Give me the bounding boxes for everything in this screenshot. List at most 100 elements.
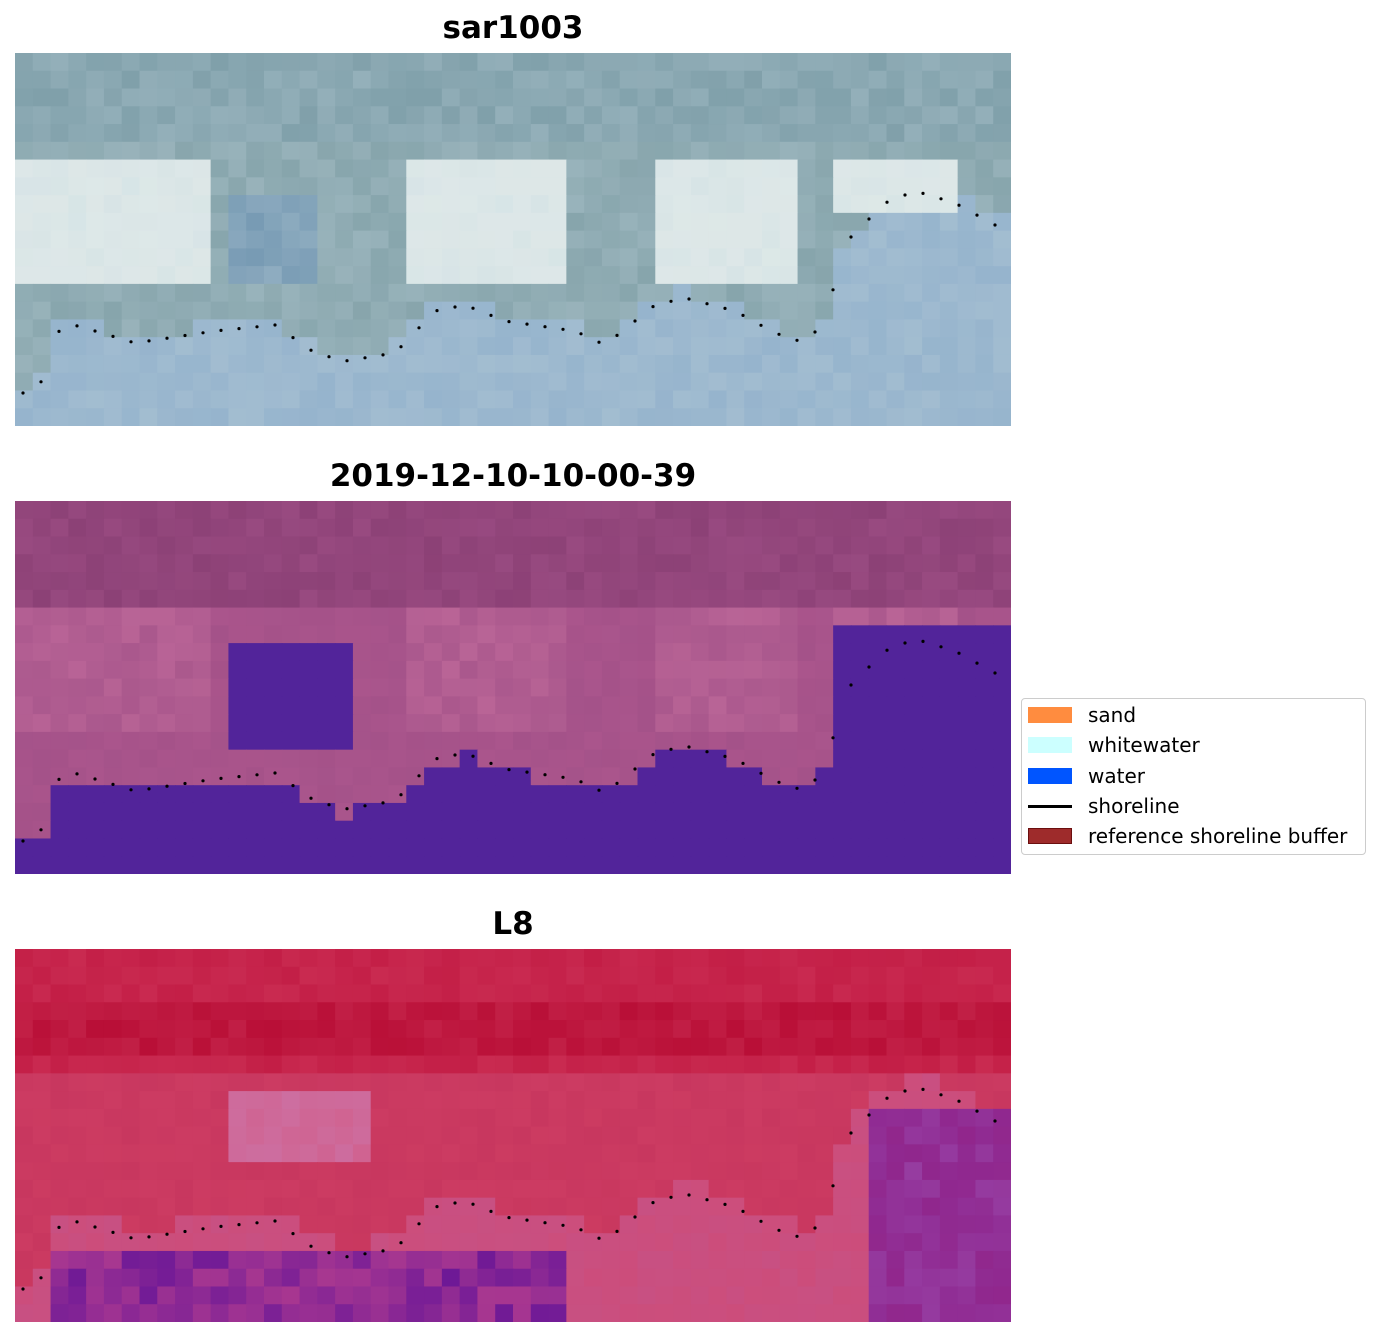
image-pixel bbox=[68, 177, 87, 196]
image-pixel bbox=[601, 230, 621, 249]
image-pixel bbox=[744, 195, 763, 214]
image-pixel bbox=[815, 1126, 834, 1145]
image-pixel bbox=[370, 1233, 390, 1252]
image-pixel bbox=[922, 696, 941, 715]
image-pixel bbox=[513, 607, 532, 626]
image-pixel bbox=[264, 678, 283, 697]
image-pixel bbox=[459, 767, 479, 786]
image-pixel bbox=[459, 212, 479, 232]
image-pixel bbox=[584, 731, 603, 751]
image-pixel bbox=[281, 1162, 301, 1181]
image-pixel bbox=[744, 88, 763, 107]
image-pixel bbox=[441, 1073, 461, 1092]
image-pixel bbox=[424, 643, 443, 662]
image-pixel bbox=[868, 177, 888, 196]
image-pixel bbox=[939, 501, 959, 520]
image-pixel bbox=[50, 607, 69, 626]
image-pixel bbox=[690, 1144, 710, 1163]
image-pixel bbox=[815, 248, 834, 267]
image-pixel bbox=[779, 106, 799, 125]
image-pixel bbox=[708, 984, 728, 1003]
image-pixel bbox=[690, 643, 710, 662]
image-pixel bbox=[228, 554, 247, 573]
image-pixel bbox=[68, 785, 87, 804]
image-pixel bbox=[868, 643, 888, 662]
image-pixel bbox=[708, 1126, 728, 1145]
image-pixel bbox=[939, 1020, 959, 1039]
image-pixel bbox=[139, 589, 158, 609]
image-pixel bbox=[495, 1268, 514, 1288]
image-pixel bbox=[139, 696, 158, 715]
image-pixel bbox=[993, 731, 1011, 751]
image-pixel bbox=[370, 518, 390, 538]
image-pixel bbox=[993, 195, 1011, 214]
image-pixel bbox=[637, 802, 656, 822]
image-pixel bbox=[139, 1020, 158, 1039]
image-pixel bbox=[192, 554, 212, 573]
image-pixel bbox=[993, 337, 1011, 356]
image-pixel bbox=[833, 266, 852, 285]
image-pixel bbox=[352, 70, 372, 90]
image-pixel bbox=[477, 159, 496, 178]
image-pixel bbox=[264, 1162, 283, 1181]
image-pixel bbox=[779, 731, 799, 751]
image-pixel bbox=[744, 625, 763, 644]
image-pixel bbox=[673, 1250, 692, 1270]
image-pixel bbox=[850, 607, 870, 626]
image-pixel bbox=[548, 1055, 567, 1074]
image-pixel bbox=[68, 248, 87, 267]
image-pixel bbox=[281, 390, 301, 409]
shoreline-point bbox=[795, 786, 799, 790]
image-pixel bbox=[993, 1055, 1011, 1074]
image-pixel bbox=[868, 536, 888, 555]
image-pixel bbox=[797, 1197, 816, 1217]
image-pixel bbox=[103, 319, 123, 338]
image-pixel bbox=[566, 660, 585, 680]
image-pixel bbox=[264, 767, 283, 786]
image-pixel bbox=[228, 785, 247, 804]
image-pixel bbox=[281, 266, 301, 285]
image-pixel bbox=[495, 53, 514, 72]
image-pixel bbox=[192, 266, 212, 285]
image-pixel bbox=[690, 984, 710, 1003]
image-pixel bbox=[459, 319, 479, 338]
image-pixel bbox=[121, 195, 141, 214]
image-pixel bbox=[335, 53, 354, 72]
image-pixel bbox=[993, 696, 1011, 715]
image-pixel bbox=[655, 266, 674, 285]
image-pixel bbox=[584, 354, 603, 374]
image-pixel bbox=[762, 1268, 781, 1288]
image-pixel bbox=[424, 838, 443, 857]
image-pixel bbox=[673, 856, 692, 874]
image-pixel bbox=[406, 1002, 425, 1021]
image-pixel bbox=[139, 1073, 158, 1092]
image-pixel bbox=[530, 70, 550, 90]
shoreline-point bbox=[795, 338, 799, 342]
image-pixel bbox=[317, 518, 336, 538]
image-pixel bbox=[797, 1162, 816, 1181]
image-pixel bbox=[850, 678, 870, 697]
image-pixel bbox=[441, 625, 461, 644]
image-pixel bbox=[228, 124, 247, 143]
image-pixel bbox=[406, 53, 425, 72]
image-pixel bbox=[601, 319, 621, 338]
image-pixel bbox=[513, 984, 532, 1003]
image-pixel bbox=[744, 949, 763, 968]
image-pixel bbox=[192, 1215, 212, 1234]
image-pixel bbox=[637, 1179, 656, 1199]
image-pixel bbox=[566, 501, 585, 520]
image-pixel bbox=[726, 536, 745, 555]
image-pixel bbox=[548, 660, 567, 680]
image-pixel bbox=[762, 660, 781, 680]
image-pixel bbox=[299, 554, 318, 573]
image-pixel bbox=[50, 820, 69, 840]
image-pixel bbox=[406, 1304, 425, 1322]
image-pixel bbox=[441, 518, 461, 538]
image-pixel bbox=[317, 625, 336, 644]
image-pixel bbox=[370, 141, 390, 161]
image-pixel bbox=[15, 589, 34, 609]
image-pixel bbox=[601, 785, 621, 804]
image-pixel bbox=[939, 518, 959, 538]
image-pixel bbox=[406, 1179, 425, 1199]
image-pixel bbox=[690, 1073, 710, 1092]
